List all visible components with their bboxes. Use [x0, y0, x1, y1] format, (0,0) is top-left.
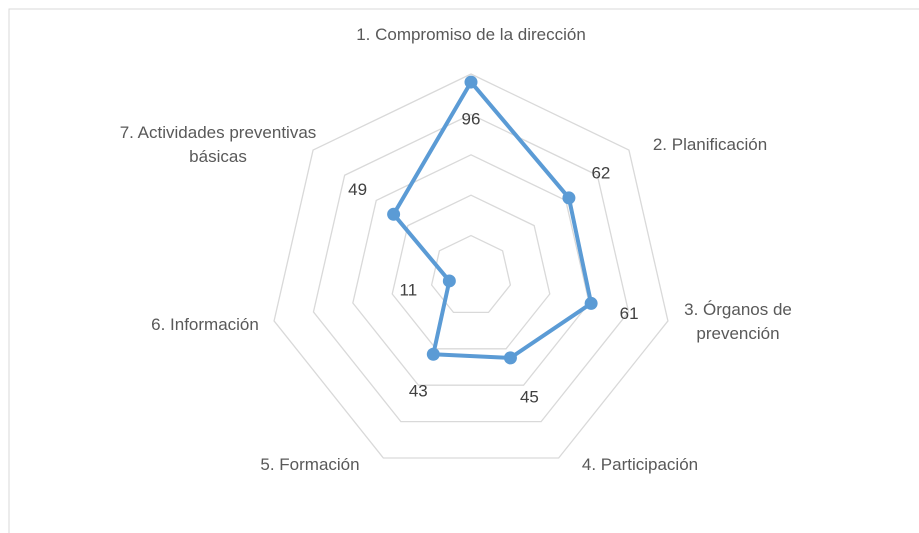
category-label: 2. Planificación [652, 135, 768, 154]
category-label: 3. Órganos de prevención [684, 300, 792, 343]
data-point [503, 351, 517, 365]
data-label: 62 [591, 163, 610, 182]
grid-ring [352, 154, 590, 386]
grid-ring [391, 194, 551, 350]
data-point [387, 207, 401, 221]
category-label: 4. Participación [581, 455, 699, 474]
data-label: 61 [620, 304, 639, 323]
data-label: 96 [462, 110, 481, 129]
series-line [391, 80, 594, 360]
data-label: 43 [409, 382, 428, 401]
data-label: 45 [520, 387, 539, 406]
data-point [562, 191, 576, 205]
category-label: 6. Información [151, 315, 259, 334]
category-label: 7. Actividades preventivas básicas [119, 123, 317, 166]
grid-ring [312, 113, 630, 423]
grid-ring [430, 234, 512, 314]
data-label: 49 [348, 180, 367, 199]
data-point [442, 274, 456, 288]
data-point [426, 347, 440, 361]
chart-border [8, 8, 919, 533]
category-label: 1. Compromiso de la dirección [356, 25, 586, 44]
grid-ring [273, 73, 669, 459]
category-label: 5. Formación [260, 455, 360, 474]
data-label: 11 [400, 280, 418, 299]
data-point [584, 296, 598, 310]
data-point [464, 75, 478, 89]
